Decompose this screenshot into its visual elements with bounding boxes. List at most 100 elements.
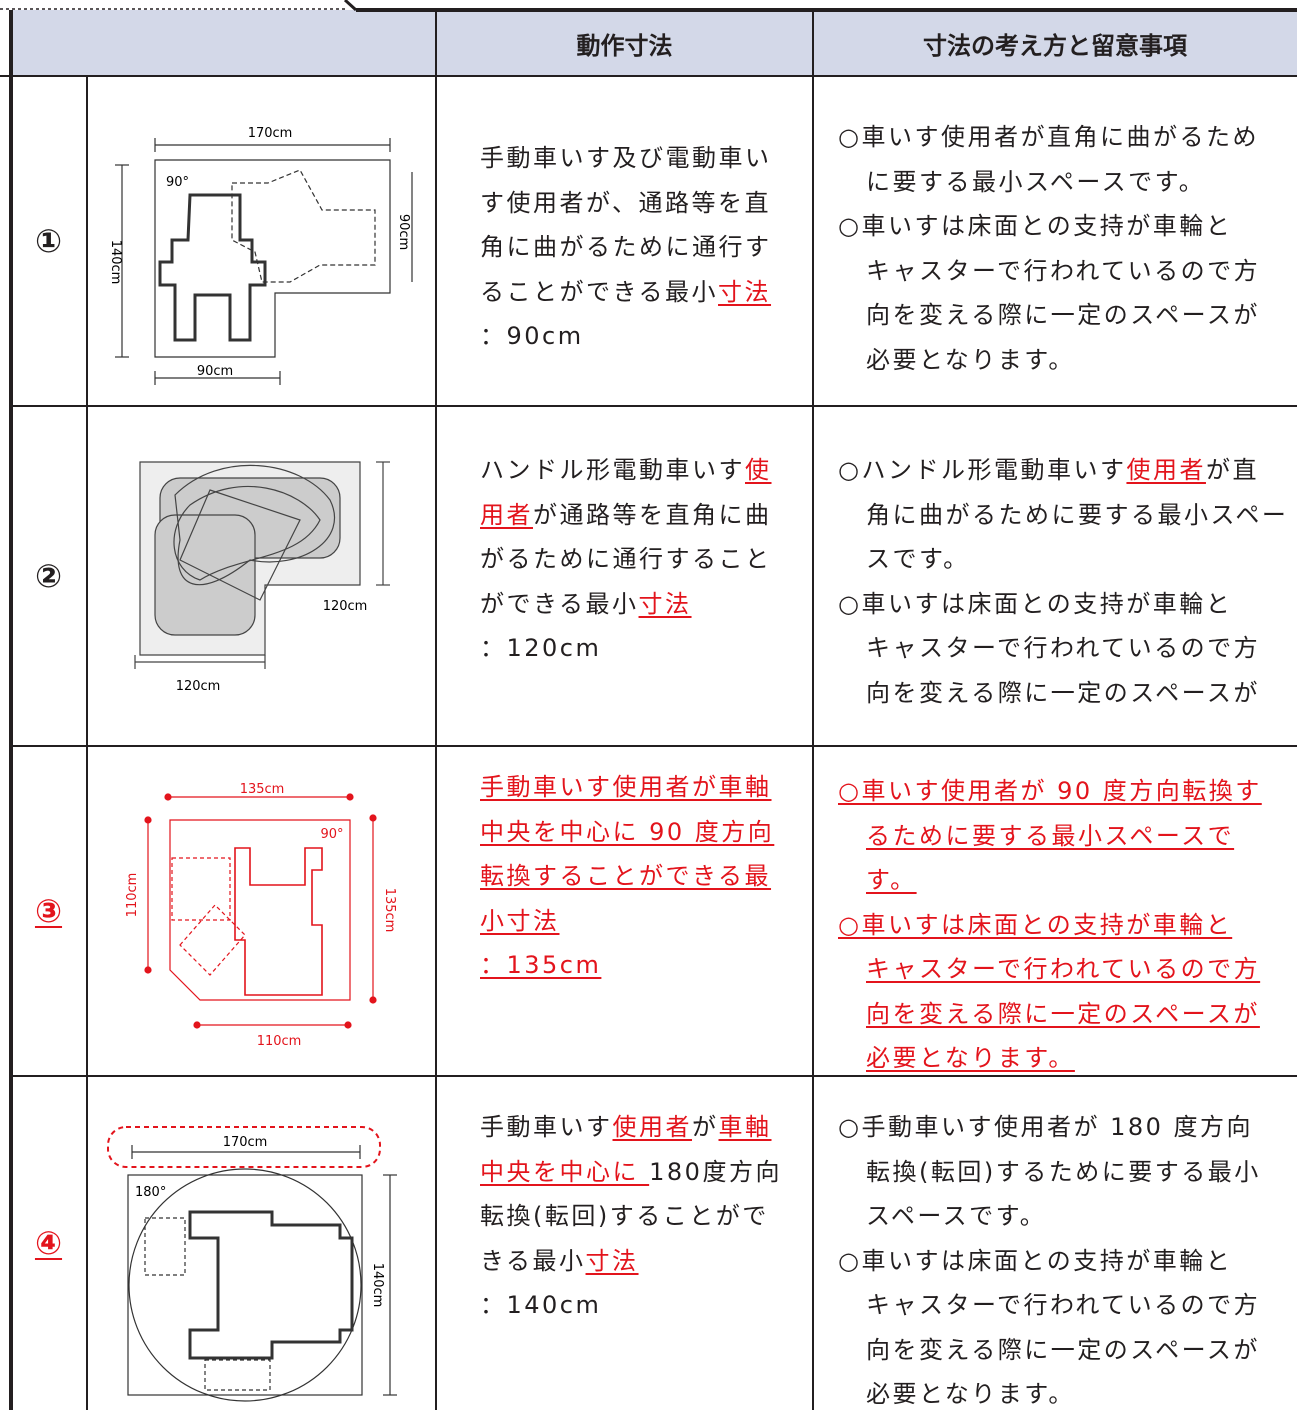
- diagram-label: 120cm: [176, 679, 221, 694]
- diagram-label: 110cm: [125, 873, 140, 918]
- header-bg: [12, 10, 1297, 76]
- text-line: 角に曲がるために要する最小スペー: [866, 500, 1288, 530]
- text-line: 必要となります。: [866, 1043, 1075, 1073]
- text-segment: 使用者: [1126, 456, 1206, 484]
- text-segment: ○車いすは床面との支持が車輪と: [838, 589, 1233, 618]
- text-segment: 向を変える際に一定のスペースが: [866, 1335, 1260, 1364]
- text-line: 手動車いす及び電動車い: [480, 143, 772, 173]
- text-line: ○ハンドル形電動車いす使用者が直: [838, 455, 1259, 485]
- text-segment: スです。: [866, 545, 970, 573]
- text-segment: 使: [745, 456, 772, 484]
- text-line: 転換(転回)するために要する最小: [866, 1157, 1261, 1187]
- text-segment: キャスターで行われているので方: [866, 955, 1261, 983]
- text-line: 必要となります。: [866, 345, 1075, 375]
- text-line: ○車いすは床面との支持が車輪と: [838, 211, 1232, 241]
- text-line: るために要する最小スペースで: [866, 821, 1234, 851]
- text-segment: に要する最小スペースです。: [866, 167, 1206, 196]
- text-segment: 寸法: [718, 277, 772, 306]
- diagram-label: 135cm: [240, 782, 285, 797]
- text-line: 転換することができる最: [480, 861, 771, 891]
- text-segment: 車軸: [718, 1113, 772, 1141]
- text-line: キャスターで行われているので方: [866, 1290, 1260, 1320]
- text-line: 必要となります。: [866, 1379, 1075, 1409]
- row-number: ①: [34, 222, 63, 260]
- text-segment: 向を変える際に一定のスペースが: [866, 301, 1260, 329]
- diagram-label: 170cm: [248, 126, 293, 141]
- text-line: キャスターで行われているので方: [866, 633, 1260, 663]
- text-segment: がるために通行すること: [480, 545, 772, 573]
- text-line: す。: [866, 865, 917, 895]
- diagram-label: 140cm: [108, 240, 123, 285]
- text-segment: きる最小: [480, 1246, 586, 1275]
- text-line: 向を変える際に一定のスペースが: [866, 300, 1260, 330]
- text-line: 中央を中心に 90 度方向: [480, 817, 774, 847]
- text-segment: 転換(転回)することがで: [480, 1202, 769, 1230]
- text-line: キャスターで行われているので方: [866, 954, 1260, 984]
- row-number: ③: [34, 892, 63, 930]
- diagram-label: 170cm: [223, 1135, 268, 1150]
- text-segment: が通路等を直角に曲: [533, 500, 772, 529]
- diagram-label: 120cm: [323, 599, 368, 614]
- text-segment: 必要となります。: [866, 345, 1075, 374]
- row-number: ②: [34, 557, 63, 595]
- text-segment: るために要する最小スペースで: [866, 821, 1235, 850]
- diagram-label: 90°: [320, 827, 343, 842]
- text-line: 向を変える際に一定のスペースが: [866, 999, 1260, 1029]
- text-line: 向を変える際に一定のスペースが: [866, 1335, 1260, 1365]
- text-line: スです。: [866, 544, 970, 574]
- text-line: 用者が通路等を直角に曲: [480, 500, 772, 530]
- text-segment: キャスターで行われているので方: [866, 634, 1261, 662]
- text-segment: 角に曲がるために通行す: [480, 233, 772, 261]
- text-segment: す。: [866, 866, 917, 894]
- text-line: ○手動車いす使用者が 180 度方向: [838, 1112, 1253, 1142]
- text-segment: ○車いすは床面との支持が車輪と: [838, 212, 1233, 240]
- text-line: 手動車いす使用者が車軸: [480, 1112, 772, 1142]
- text-segment: 中央を中心に: [480, 1157, 650, 1186]
- text-segment: スペースです。: [866, 1202, 1047, 1230]
- text-segment: ：90cm: [480, 322, 584, 350]
- text-segment: 必要となります。: [866, 1044, 1075, 1072]
- text-line: ○車いすは床面との支持が車輪と: [838, 910, 1232, 940]
- diagram-label: 135cm: [382, 888, 397, 933]
- text-segment: ができる最小: [480, 589, 639, 618]
- text-segment: が: [692, 1113, 719, 1141]
- text-segment: ○手動車いす使用者が 180 度方向: [838, 1113, 1254, 1141]
- text-line: 向を変える際に一定のスペースが: [866, 678, 1260, 708]
- text-segment: 寸法: [585, 1246, 639, 1275]
- text-line: 角に曲がるために通行す: [480, 232, 772, 262]
- text-segment: 向を変える際に一定のスペースが: [866, 999, 1260, 1028]
- diagram-2: [134, 461, 390, 669]
- text-segment: 180度方向: [649, 1157, 782, 1186]
- text-line: ることができる最小寸法: [480, 277, 771, 307]
- text-segment: ：140cm: [480, 1291, 602, 1319]
- text-line: ○車いす使用者が直角に曲がるため: [838, 122, 1259, 152]
- diagram-label: 110cm: [257, 1034, 302, 1049]
- text-line: ：120cm: [480, 633, 601, 663]
- text-line: ○車いす使用者が 90 度方向転換す: [838, 776, 1262, 806]
- diagram-1: [115, 138, 413, 385]
- text-line: ：135cm: [480, 950, 601, 980]
- text-line: ○車いすは床面との支持が車輪と: [838, 1246, 1232, 1276]
- text-segment: ○車いすは床面との支持が車輪と: [838, 910, 1233, 939]
- text-line: 転換(転回)することがで: [480, 1201, 769, 1231]
- text-segment: ○車いす使用者が 90 度方向転換す: [838, 777, 1262, 805]
- text-segment: す使用者が、通路等を直: [480, 188, 772, 217]
- text-segment: ：120cm: [480, 634, 602, 662]
- text-line: キャスターで行われているので方: [866, 256, 1260, 286]
- text-line: 中央を中心に 180度方向: [480, 1157, 782, 1187]
- diagram-label: 90cm: [197, 364, 233, 379]
- text-segment: ハンドル形電動車いす: [480, 456, 745, 484]
- text-segment: が直: [1205, 456, 1259, 484]
- diagram-label: 90cm: [396, 214, 411, 250]
- diagram-label: 140cm: [370, 1263, 385, 1308]
- text-line: スペースです。: [866, 1201, 1046, 1231]
- text-line: 手動車いす使用者が車軸: [480, 772, 772, 802]
- text-segment: 中央を中心に 90 度方向: [480, 817, 775, 846]
- text-segment: 転換(転回)するために要する最小: [866, 1157, 1261, 1186]
- text-segment: 寸法: [638, 589, 692, 618]
- text-line: に要する最小スペースです。: [866, 167, 1205, 197]
- text-segment: ることができる最小: [480, 277, 719, 306]
- diagram-label: 180°: [135, 1185, 166, 1200]
